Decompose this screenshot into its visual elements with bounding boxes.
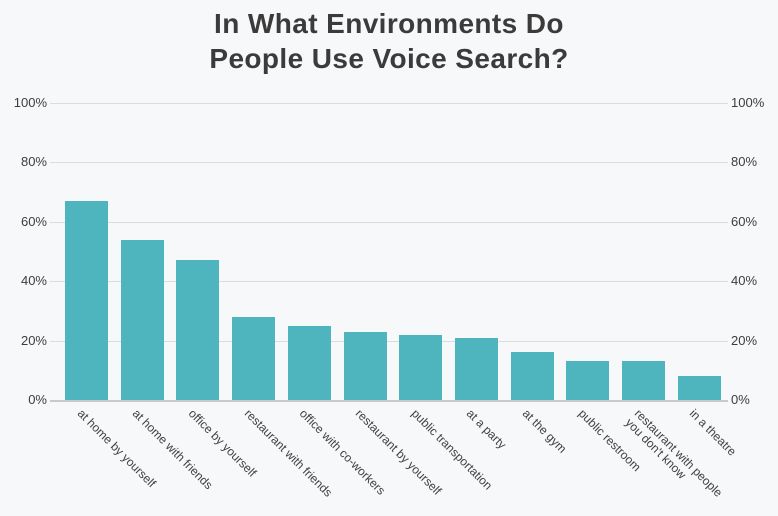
y-axis-tick-left: 0%	[28, 392, 47, 407]
bar	[343, 331, 387, 400]
bar	[566, 361, 610, 400]
y-axis-tick-left: 20%	[20, 332, 47, 348]
gridline	[50, 221, 728, 223]
x-axis-line	[50, 400, 728, 402]
x-axis-label: in a theatre	[686, 406, 740, 459]
chart-title-line1: In What Environments Do	[214, 8, 564, 39]
y-axis-tick-right: 100%	[731, 95, 765, 110]
chart-title-line2: People Use Voice Search?	[209, 43, 569, 74]
y-axis-tick-right: 40%	[731, 273, 758, 289]
y-axis-tick-left: 40%	[20, 273, 47, 289]
bar	[65, 201, 108, 400]
y-axis-tick-right: 20%	[731, 332, 758, 348]
y-axis-tick-right: 60%	[731, 213, 758, 229]
bar	[399, 334, 443, 400]
y-axis-tick-left: 60%	[20, 213, 47, 229]
bar	[176, 260, 220, 400]
bar	[454, 337, 498, 400]
chart-title: In What Environments Do People Use Voice…	[0, 6, 778, 76]
gridline	[50, 162, 728, 164]
gridline	[50, 103, 728, 104]
y-axis-tick-right: 80%	[731, 154, 758, 170]
y-axis-tick-left: 100%	[13, 95, 47, 110]
bar	[677, 376, 721, 400]
gridline	[50, 340, 728, 342]
bar	[120, 239, 164, 400]
bar	[287, 325, 331, 400]
bar	[622, 361, 665, 400]
x-axis-label: at the gym	[519, 406, 570, 456]
x-axis-label: at a party	[464, 406, 510, 452]
bar	[232, 316, 276, 400]
gridline	[50, 281, 728, 283]
bar	[510, 352, 554, 400]
y-axis-tick-left: 80%	[20, 154, 47, 170]
y-axis-tick-right: 0%	[731, 392, 750, 407]
